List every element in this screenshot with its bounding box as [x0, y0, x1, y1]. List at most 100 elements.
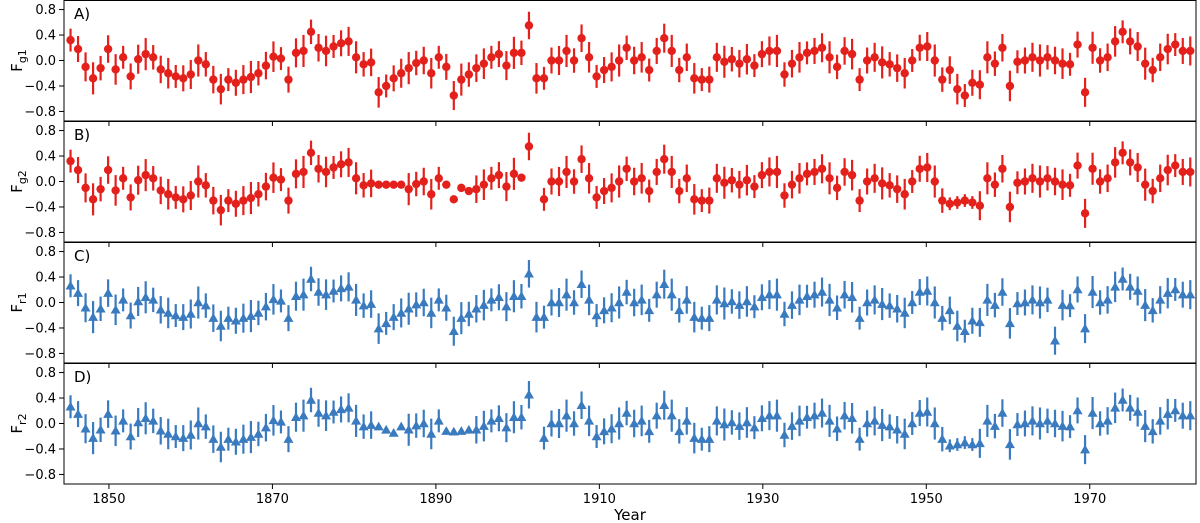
data-point [824, 294, 835, 304]
data-point [1156, 174, 1165, 183]
data-point [885, 181, 894, 190]
data-point [419, 56, 428, 65]
data-point [1028, 53, 1037, 62]
data-point [945, 65, 954, 75]
data-point [644, 186, 654, 196]
data-point [141, 170, 150, 180]
data-point [389, 180, 398, 189]
data-point [720, 57, 729, 66]
data-point [786, 421, 797, 430]
data-point [449, 195, 459, 204]
data-point [621, 408, 632, 417]
data-point [914, 408, 925, 417]
data-point [1057, 421, 1068, 430]
data-point [817, 43, 827, 52]
data-point [1027, 294, 1038, 304]
data-point [245, 432, 256, 441]
data-point [562, 46, 571, 56]
data-point [254, 69, 263, 78]
data-point [359, 60, 368, 69]
data-point [441, 426, 452, 435]
data-point [201, 181, 211, 190]
data-point [817, 287, 828, 296]
data-point [299, 46, 308, 56]
data-point [523, 389, 534, 399]
data-point [900, 190, 909, 199]
data-point [824, 415, 835, 425]
data-point [735, 180, 744, 189]
data-point [170, 310, 181, 320]
data-point [306, 148, 316, 158]
data-point [817, 164, 827, 173]
data-point [1057, 300, 1068, 309]
data-point [577, 34, 586, 43]
data-point [614, 297, 625, 307]
data-point [696, 434, 707, 443]
data-point [200, 300, 211, 310]
data-point [404, 63, 413, 73]
data-point [1088, 43, 1097, 52]
data-point [434, 53, 443, 62]
data-point [329, 42, 338, 51]
data-point [832, 423, 843, 433]
data-point [989, 421, 1000, 430]
data-point [726, 417, 737, 427]
data-point [967, 439, 978, 449]
data-point [269, 173, 278, 182]
data-point [832, 62, 842, 72]
data-point [456, 426, 467, 435]
data-point [607, 62, 616, 72]
data-point [675, 65, 684, 75]
data-point [690, 74, 699, 83]
panel-b: 0.8 0.4 0.0 −0.4 −0.8 B) Fg2 [8, 121, 1197, 247]
data-point [779, 429, 790, 439]
data-point [862, 418, 873, 428]
data-point [756, 292, 767, 302]
data-point [381, 180, 391, 189]
data-point [186, 191, 195, 200]
data-point [448, 426, 459, 436]
data-point [756, 413, 767, 423]
data-point [765, 46, 774, 56]
data-point [794, 415, 805, 425]
data-point [682, 53, 691, 62]
data-point [944, 305, 955, 315]
data-point [479, 59, 489, 68]
panel-label: D) [74, 368, 91, 386]
y-tick-label: 0.8 [35, 124, 56, 139]
data-point [343, 281, 354, 291]
x-tick-label: 1970 [1073, 492, 1106, 507]
data-point [1020, 177, 1030, 186]
data-point [1034, 297, 1045, 307]
data-point [855, 75, 864, 84]
y-tick-label: −0.8 [24, 347, 56, 362]
data-point [201, 60, 211, 69]
data-point [508, 412, 519, 421]
y-tick-label: 0.4 [35, 271, 56, 286]
data-point [576, 279, 587, 288]
data-point [532, 74, 541, 83]
data-point [1095, 56, 1105, 65]
data-point [719, 298, 730, 308]
data-point [1004, 318, 1015, 328]
data-point [569, 418, 580, 428]
y-axis-label: Fg1 [8, 49, 29, 72]
data-point [1140, 421, 1151, 430]
data-point [1171, 161, 1180, 170]
data-point [742, 176, 752, 185]
data-point [802, 412, 813, 421]
data-point [569, 297, 580, 307]
data-point [734, 421, 745, 430]
data-point [810, 46, 819, 56]
data-point [1012, 419, 1023, 429]
data-point [832, 302, 843, 312]
data-point [1103, 53, 1112, 62]
data-point [164, 69, 173, 78]
data-point [599, 186, 609, 196]
data-point [839, 289, 850, 299]
y-tick-label: −0.4 [24, 79, 56, 94]
data-point [592, 72, 601, 81]
data-point [149, 53, 158, 62]
data-point [554, 297, 565, 307]
data-point [538, 312, 549, 321]
